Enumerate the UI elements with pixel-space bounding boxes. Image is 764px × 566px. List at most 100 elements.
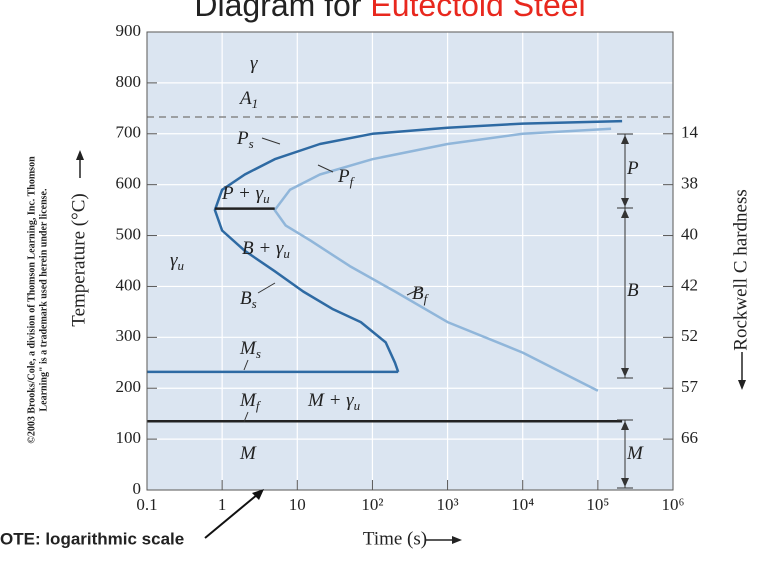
y-tick-label: 900 [116, 21, 142, 40]
range-arrow [621, 198, 629, 207]
label-text: P [626, 158, 639, 179]
label-text: P + γ [221, 183, 264, 204]
y-tick-label: 500 [116, 224, 142, 243]
label-subscript: s [252, 296, 257, 311]
y2-tick-label: 38 [681, 174, 698, 193]
region-label: M [626, 443, 644, 464]
leader [257, 282, 276, 294]
label-text: B [627, 280, 639, 301]
label-subscript: s [249, 136, 254, 151]
y-tick-label: 600 [116, 174, 142, 193]
leader [317, 164, 334, 173]
curve [213, 119, 623, 373]
plot-frame [146, 31, 674, 491]
region-label: Bs [240, 288, 257, 311]
label-subscript: f [424, 291, 430, 306]
y-tick-label: 800 [116, 72, 142, 91]
y-axis-label: Temperature (°C) [68, 193, 89, 326]
range-arrow [621, 135, 629, 144]
region-label: Ms [239, 338, 261, 361]
label-text: γ [250, 53, 258, 74]
chart-title: Diagram for Eutectoid Steel [194, 0, 585, 23]
x-tick-label: 10⁴ [511, 495, 534, 514]
label-text: M + γ [307, 390, 354, 411]
label-subscript: 1 [252, 96, 259, 111]
range-arrow [621, 209, 629, 218]
y2-axis-arrowhead [738, 380, 746, 390]
region-label: A1 [238, 88, 258, 111]
y2-axis-label: Rockwell C hardness [730, 189, 751, 350]
label-text: M [626, 443, 644, 464]
y-axis-arrowhead [76, 150, 84, 160]
label-text: P [337, 166, 350, 187]
y2-tick-label: 66 [681, 428, 698, 447]
y2-tick-label: 40 [681, 224, 698, 243]
y-tick-label: 0 [133, 479, 142, 498]
label-subscript: f [350, 174, 356, 189]
plot-area [147, 32, 673, 490]
label-text: B [240, 288, 252, 309]
label-text: A [238, 88, 252, 109]
label-text: γ [170, 250, 178, 271]
region-label: Ps [236, 128, 254, 151]
curves [147, 116, 673, 423]
x-axis-label: Time (s) [363, 528, 427, 549]
region-label: γ [250, 53, 258, 74]
y2-tick-label: 57 [681, 377, 699, 396]
label-subscript: s [256, 346, 261, 361]
x-tick-label: 10⁶ [662, 495, 685, 514]
region-label: P + γu [221, 183, 270, 206]
region-label: γu [170, 250, 185, 273]
region-label: P [626, 158, 639, 179]
label-subscript: f [256, 398, 262, 413]
label-subscript: u [354, 398, 361, 413]
label-text: B [412, 283, 424, 304]
curve [273, 127, 612, 392]
y-tick-label: 100 [116, 428, 142, 447]
label-text: M [239, 338, 257, 359]
region-label: Mf [239, 390, 262, 413]
label-text: P [236, 128, 249, 149]
y2-tick-label: 14 [681, 123, 699, 142]
note-arrowhead [252, 489, 264, 500]
label-subscript: u [283, 246, 290, 261]
leader [261, 137, 281, 145]
leader [406, 287, 423, 296]
y-tick-label: 200 [116, 377, 142, 396]
label-text: M [239, 443, 257, 464]
title-part: Diagram for [194, 0, 362, 23]
x-tick-label: 0.1 [136, 495, 157, 514]
y2-tick-label: 52 [681, 326, 698, 345]
x-axis-arrowhead [452, 536, 462, 544]
x-tick-label: 10⁵ [586, 495, 609, 514]
range-arrow [621, 478, 629, 487]
region-label: M [239, 443, 257, 464]
x-tick-label: 10² [361, 495, 383, 514]
copyright-line: ©2003 Brooks/Cole, a division of Thomson… [26, 156, 37, 444]
scale-note: OTE: logarithmic scale [0, 529, 184, 548]
x-tick-label: 1 [218, 495, 227, 514]
label-text: B + γ [242, 238, 284, 259]
copyright-line: Learning" is a trademark used herein und… [38, 188, 49, 411]
label-subscript: u [263, 191, 270, 206]
x-tick-label: 10 [289, 495, 306, 514]
region-label: Bf [412, 283, 430, 306]
region-label: M + γu [307, 390, 361, 413]
y-tick-label: 300 [116, 326, 142, 345]
leaders [243, 137, 423, 423]
title-highlight: Eutectoid Steel [370, 0, 585, 23]
leader [243, 411, 249, 423]
region-label: B [627, 280, 639, 301]
y-tick-label: 400 [116, 275, 142, 294]
x-tick-label: 10³ [437, 495, 459, 514]
region-label: B + γu [242, 238, 290, 261]
label-text: M [239, 390, 257, 411]
y2-tick-label: 42 [681, 275, 698, 294]
region-label: Pf [337, 166, 356, 189]
label-subscript: u [178, 258, 185, 273]
range-arrow [621, 421, 629, 430]
range-arrow [621, 368, 629, 377]
y-tick-label: 700 [116, 123, 142, 142]
leader [243, 359, 249, 371]
